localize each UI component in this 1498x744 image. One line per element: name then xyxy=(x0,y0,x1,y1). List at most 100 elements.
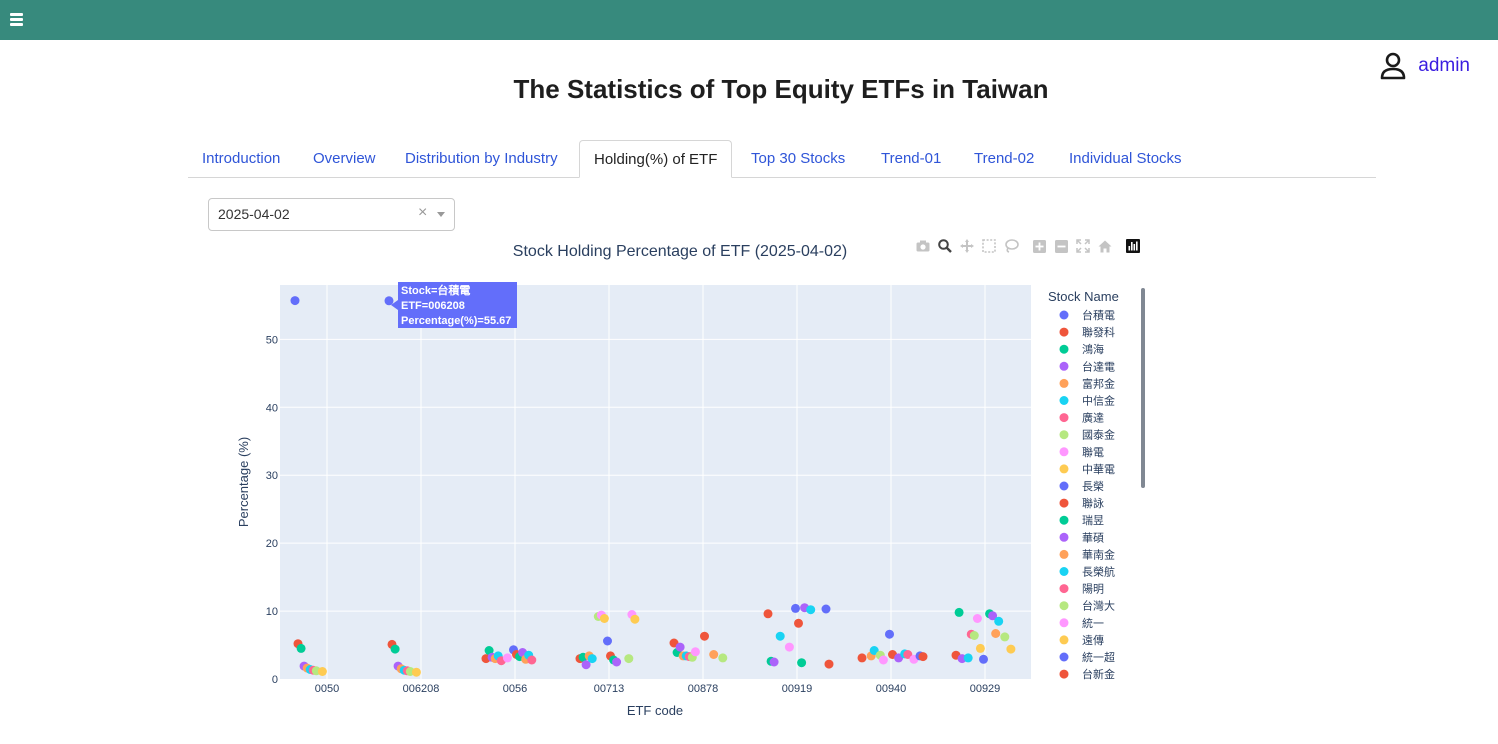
legend-item-label[interactable]: 華南金 xyxy=(1082,547,1115,561)
zoom-icon[interactable] xyxy=(934,237,956,255)
user-name-link[interactable]: admin xyxy=(1418,55,1470,76)
legend-item-label[interactable]: 瑞昱 xyxy=(1082,513,1104,527)
data-point[interactable] xyxy=(390,644,400,654)
pan-icon[interactable] xyxy=(956,237,978,255)
data-point[interactable] xyxy=(603,636,612,646)
legend-marker[interactable] xyxy=(1059,361,1069,371)
data-point[interactable] xyxy=(411,667,421,677)
legend-marker[interactable] xyxy=(1059,378,1069,388)
legend-marker[interactable] xyxy=(1059,567,1069,576)
legend-marker[interactable] xyxy=(1059,344,1069,354)
data-point[interactable] xyxy=(954,607,964,617)
data-point[interactable] xyxy=(869,646,879,655)
legend-item-label[interactable]: 富邦金 xyxy=(1082,376,1115,390)
data-point[interactable] xyxy=(918,652,928,662)
tab-trend-01[interactable]: Trend-01 xyxy=(881,150,942,167)
plot-area[interactable] xyxy=(280,285,1031,679)
data-point[interactable] xyxy=(384,296,394,306)
data-point[interactable] xyxy=(794,618,803,628)
data-point[interactable] xyxy=(690,647,700,657)
data-point[interactable] xyxy=(994,616,1004,626)
tab-trend-02[interactable]: Trend-02 xyxy=(974,150,1035,167)
camera-icon[interactable] xyxy=(912,237,934,255)
legend-marker[interactable] xyxy=(1059,584,1069,594)
lasso-icon[interactable] xyxy=(1000,237,1022,255)
legend-item-label[interactable]: 國泰金 xyxy=(1082,428,1115,442)
tab-overview[interactable]: Overview xyxy=(313,150,376,167)
data-point[interactable] xyxy=(1000,632,1010,642)
box-select-icon[interactable] xyxy=(978,237,1000,255)
legend-item-label[interactable]: 長榮航 xyxy=(1082,565,1115,579)
data-point[interactable] xyxy=(484,646,494,655)
autoscale-icon[interactable] xyxy=(1072,237,1094,255)
data-point[interactable] xyxy=(797,658,807,668)
date-select[interactable]: 2025-04-02 × xyxy=(208,198,455,231)
legend-marker[interactable] xyxy=(1059,652,1069,662)
data-point[interactable] xyxy=(969,631,979,640)
data-point[interactable] xyxy=(979,654,988,664)
data-point[interactable] xyxy=(885,629,894,639)
legend-item-label[interactable]: 華碩 xyxy=(1082,531,1104,544)
data-point[interactable] xyxy=(290,296,300,306)
legend-item-label[interactable]: 台灣大 xyxy=(1082,599,1115,613)
legend-marker[interactable] xyxy=(1059,532,1069,542)
legend-item-label[interactable]: 遠傳 xyxy=(1082,634,1104,647)
legend-marker[interactable] xyxy=(1059,310,1069,320)
data-point[interactable] xyxy=(599,614,609,623)
legend-item-label[interactable]: 台新金 xyxy=(1082,667,1115,681)
user-menu[interactable]: admin xyxy=(1380,52,1470,80)
legend-marker[interactable] xyxy=(1059,430,1069,440)
data-point[interactable] xyxy=(581,660,591,670)
data-point[interactable] xyxy=(806,605,816,615)
data-point[interactable] xyxy=(824,659,834,669)
data-point[interactable] xyxy=(821,604,831,614)
legend-marker[interactable] xyxy=(1059,481,1069,491)
data-point[interactable] xyxy=(709,650,719,659)
legend-item-label[interactable]: 聯詠 xyxy=(1082,496,1104,510)
data-point[interactable] xyxy=(317,667,327,676)
legend-marker[interactable] xyxy=(1059,396,1069,405)
hamburger-icon[interactable] xyxy=(10,11,27,29)
legend-item-label[interactable]: 台積電 xyxy=(1082,308,1115,322)
data-point[interactable] xyxy=(502,653,512,663)
data-point[interactable] xyxy=(769,657,779,667)
legend-item-label[interactable]: 統一超 xyxy=(1082,650,1115,664)
person-icon[interactable] xyxy=(1380,52,1406,80)
data-point[interactable] xyxy=(612,657,622,667)
legend-item-label[interactable]: 長榮 xyxy=(1082,479,1104,493)
data-point[interactable] xyxy=(1006,644,1016,654)
legend-item-label[interactable]: 聯電 xyxy=(1082,446,1104,459)
tab-top-30-stocks[interactable]: Top 30 Stocks xyxy=(751,150,846,167)
legend-marker[interactable] xyxy=(1059,447,1069,457)
legend-item-label[interactable]: 中信金 xyxy=(1082,394,1115,408)
legend-item-label[interactable]: 中華電 xyxy=(1082,463,1115,476)
legend-marker[interactable] xyxy=(1059,601,1069,611)
legend-marker[interactable] xyxy=(1059,549,1069,559)
legend-item-label[interactable]: 鴻海 xyxy=(1082,342,1104,356)
legend-marker[interactable] xyxy=(1059,327,1069,337)
legend-item-label[interactable]: 聯發科 xyxy=(1082,325,1115,339)
data-point[interactable] xyxy=(988,611,998,621)
data-point[interactable] xyxy=(963,653,973,663)
data-point[interactable] xyxy=(857,653,867,663)
data-point[interactable] xyxy=(700,631,709,641)
tab-holding-of-etf[interactable]: Holding(%) of ETF xyxy=(579,140,733,178)
data-point[interactable] xyxy=(587,654,597,664)
tab-introduction[interactable]: Introduction xyxy=(202,150,281,167)
legend-marker[interactable] xyxy=(1059,413,1069,423)
data-point[interactable] xyxy=(791,603,800,613)
data-point[interactable] xyxy=(675,642,685,652)
legend-marker[interactable] xyxy=(1059,635,1069,645)
data-point[interactable] xyxy=(991,629,1001,638)
data-point[interactable] xyxy=(527,655,537,665)
data-point[interactable] xyxy=(630,614,640,624)
reset-axes-icon[interactable] xyxy=(1094,237,1116,255)
data-point[interactable] xyxy=(972,614,982,623)
legend-item-label[interactable]: 統一 xyxy=(1082,616,1104,630)
tab-distribution-by-industry[interactable]: Distribution by Industry xyxy=(405,150,558,167)
data-point[interactable] xyxy=(624,654,634,664)
chevron-down-icon[interactable] xyxy=(437,212,445,217)
plotly-logo-icon[interactable] xyxy=(1122,237,1144,255)
legend-item-label[interactable]: 陽明 xyxy=(1082,583,1104,596)
